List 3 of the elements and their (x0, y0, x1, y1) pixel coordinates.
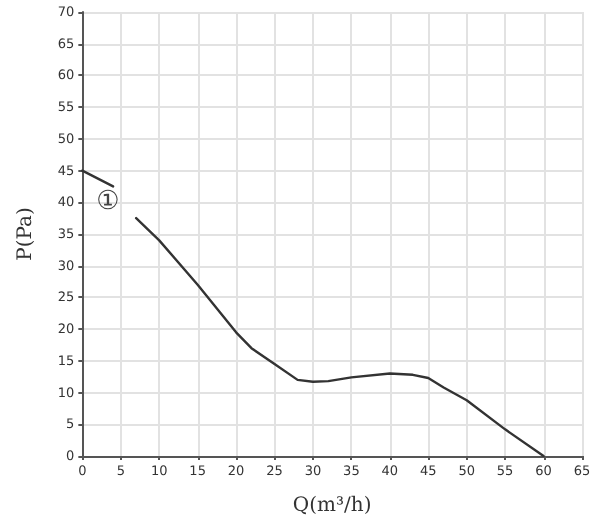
annotation: ① (96, 187, 120, 217)
x-axis-title: Q(m³/h) (292, 495, 372, 517)
y-axis-title: P(Pa) (15, 207, 37, 261)
